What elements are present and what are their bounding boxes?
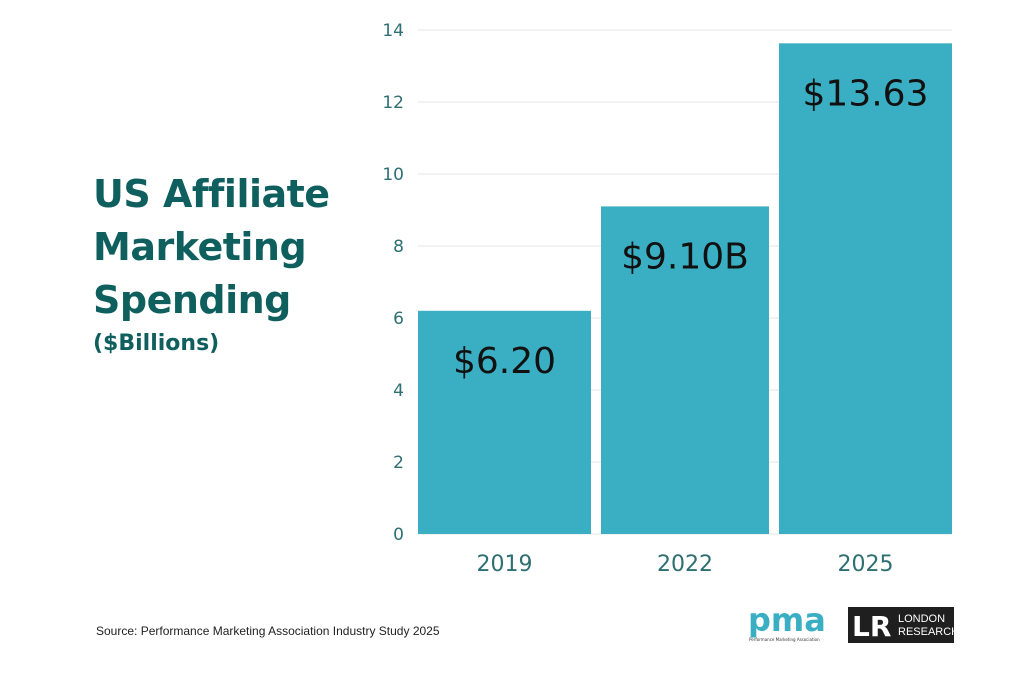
data-label-2022: $9.10B (621, 236, 749, 277)
bars (418, 43, 952, 534)
pma-logo-tagline: Performance Marketing Association (749, 637, 820, 642)
x-tick-label: 2022 (657, 552, 713, 577)
y-tick-label: 2 (393, 453, 404, 473)
x-axis-ticks: 2019 2022 2025 (477, 552, 894, 577)
y-tick-label: 12 (382, 93, 404, 113)
london-research-mark: LR (852, 610, 891, 643)
data-label-2019: $6.20 (453, 341, 556, 382)
pma-logo: pma Performance Marketing Association (748, 604, 826, 642)
bar-2022 (601, 206, 769, 534)
bar-2025 (779, 43, 952, 534)
london-research-line2: RESEARCH (898, 626, 954, 638)
title-line-1: US Affiliate (93, 172, 330, 216)
title-line-2: Marketing (93, 225, 307, 269)
bar-2019 (418, 310, 591, 534)
x-tick-label: 2019 (477, 552, 533, 577)
pma-logo-text: pma (748, 604, 826, 639)
london-research-logo-bg (848, 607, 954, 643)
y-tick-label: 8 (393, 237, 404, 257)
chart-subtitle: ($Billions) (93, 331, 220, 356)
title-line-3: Spending (93, 278, 291, 322)
y-tick-label: 6 (393, 309, 404, 329)
y-tick-label: 14 (382, 21, 404, 41)
y-tick-label: 4 (393, 381, 404, 401)
data-label-2025: $13.63 (803, 73, 929, 114)
x-tick-label: 2025 (838, 552, 894, 577)
chart-title: US Affiliate Marketing Spending ($Billio… (93, 168, 383, 359)
data-labels: $6.20 $9.10B $13.63 (453, 73, 929, 381)
y-tick-label: 10 (382, 165, 404, 185)
y-tick-label: 0 (393, 525, 404, 545)
london-research-logo: LR LONDON RESEARCH (848, 607, 954, 643)
y-axis-ticks: 0 2 4 6 8 10 12 14 (382, 21, 404, 545)
source-note: Source: Performance Marketing Associatio… (96, 624, 440, 638)
london-research-line1: LONDON (898, 613, 945, 625)
